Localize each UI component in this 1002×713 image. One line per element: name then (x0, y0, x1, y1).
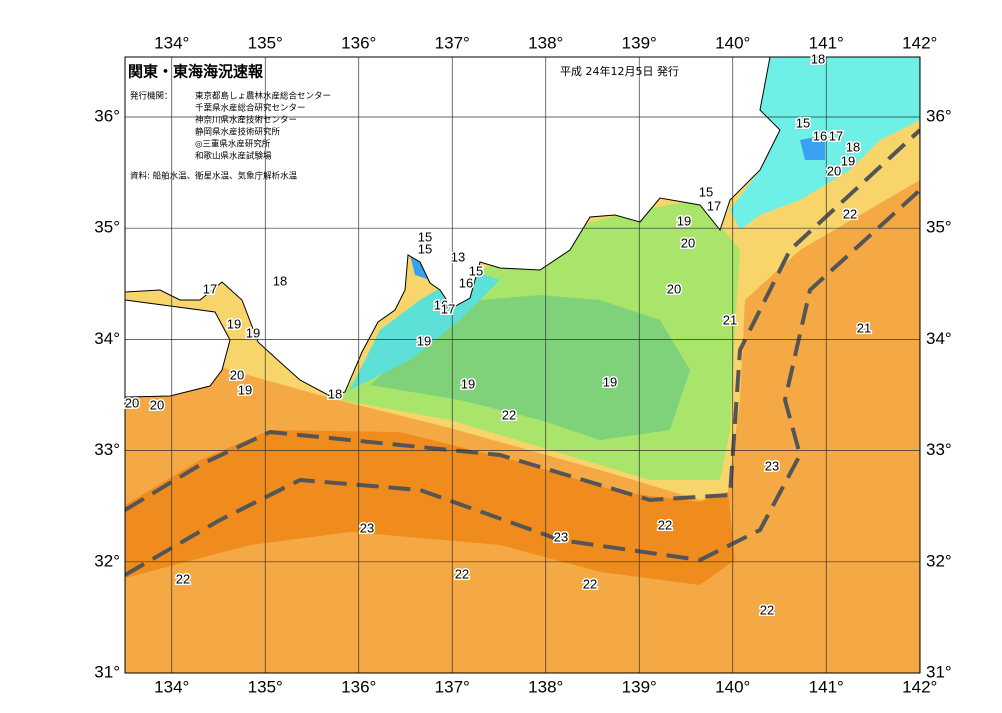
isotherm-label: 19 (417, 333, 431, 348)
issuer: 千葉県水産総合研究センター (195, 103, 306, 114)
lat-label: 36° (94, 106, 120, 125)
isotherm-label: 15 (418, 241, 432, 256)
isotherm-label: 19 (677, 213, 691, 228)
warm-band (125, 430, 735, 585)
issuer: 東京都島しょ農林水産総合センター (195, 91, 331, 102)
isotherm-label: 21 (857, 320, 871, 335)
isotherm-label: 17 (203, 281, 217, 296)
lat-label: 33° (94, 440, 120, 459)
isotherm-label: 15 (796, 115, 810, 130)
lat-label: 34° (94, 329, 120, 348)
lon-label: 141° (809, 33, 844, 52)
isotherm-label: 23 (554, 529, 568, 544)
isotherm-label: 18 (811, 51, 825, 66)
isotherm-label: 18 (846, 139, 860, 154)
isotherm-label: 23 (360, 520, 374, 535)
issuers-label: 発行機関： (130, 91, 173, 102)
lon-label: 136° (341, 33, 376, 52)
isotherm-label: 20 (230, 367, 244, 382)
lon-label: 137° (435, 677, 470, 696)
issuer: 静岡県水産技術研究所 (195, 127, 281, 138)
lon-label: 136° (341, 677, 376, 696)
lat-label: 34° (926, 329, 952, 348)
isotherm-label: 22 (658, 517, 672, 532)
isotherm-label: 19 (841, 153, 855, 168)
lat-label: 35° (94, 218, 120, 237)
lon-label: 134° (154, 33, 189, 52)
issuer: 神奈川県水産技術センター (195, 115, 297, 126)
lat-label: 33° (926, 440, 952, 459)
green-deep (370, 295, 690, 440)
title: 関東・東海海況速報 (128, 63, 264, 81)
isotherm-label: 20 (827, 163, 841, 178)
isotherm-label: 13 (451, 249, 465, 264)
lon-label: 135° (248, 677, 283, 696)
map-frame (124, 56, 921, 674)
isotherm-label: 15 (418, 229, 432, 244)
lat-label: 31° (926, 662, 952, 681)
bay-blue-ne (800, 135, 825, 160)
lon-label: 135° (248, 33, 283, 52)
isotherm-label: 22 (176, 571, 190, 586)
isotherm-label: 22 (583, 576, 597, 591)
lon-label: 141° (809, 677, 844, 696)
isotherm-label: 20 (681, 235, 695, 250)
lon-label: 138° (528, 33, 563, 52)
lon-label: 134° (154, 677, 189, 696)
isotherm-label: 18 (328, 386, 342, 401)
isotherm-label: 22 (760, 602, 774, 617)
issuer: 和歌山県水産試験場 (195, 151, 272, 162)
isotherm-label: 17 (707, 198, 721, 213)
lon-label: 140° (715, 677, 750, 696)
isotherm-label: 15 (469, 263, 483, 278)
isotherm-label: 15 (699, 184, 713, 199)
lon-label: 139° (622, 33, 657, 52)
lon-label: 137° (435, 33, 470, 52)
isotherm-label: 19 (238, 382, 252, 397)
lat-label: 32° (94, 551, 120, 570)
isotherm-label: 22 (455, 566, 469, 581)
land-shikoku (125, 299, 231, 398)
kuroshio-axis (125, 188, 920, 577)
isotherm-label: 16 (813, 128, 827, 143)
isotherm-label: 19 (227, 316, 241, 331)
isotherm-label: 20 (125, 395, 139, 410)
warm-east (745, 185, 920, 430)
isotherm-label: 23 (765, 458, 779, 473)
lon-label: 142° (902, 677, 937, 696)
lon-label: 140° (715, 33, 750, 52)
source: 資料: 船舶水温、衛星水温、気象庁解析水温 (130, 171, 298, 182)
lon-label: 139° (622, 677, 657, 696)
issuer: ◎三重県水産研究所 (195, 139, 271, 150)
map-area (125, 57, 920, 673)
lon-label: 142° (902, 33, 937, 52)
lat-label: 31° (94, 662, 120, 681)
isotherm-label: 18 (273, 273, 287, 288)
lat-label: 36° (926, 106, 952, 125)
isotherm-label: 17 (441, 301, 455, 316)
isotherm-label: 20 (667, 281, 681, 296)
isotherm-label: 22 (502, 407, 516, 422)
isotherm-label: 20 (150, 397, 164, 412)
isotherm-label: 19 (461, 376, 475, 391)
lat-label: 32° (926, 551, 952, 570)
issue-date: 平成 24年12月5日 発行 (560, 64, 679, 78)
isotherm-label: 19 (246, 325, 260, 340)
lon-label: 138° (528, 677, 563, 696)
isotherm-label: 19 (603, 374, 617, 389)
isotherm-label: 22 (843, 206, 857, 221)
lat-label: 35° (926, 218, 952, 237)
isotherm-label: 16 (434, 297, 448, 312)
isotherm-label: 21 (723, 312, 737, 327)
isotherm-label: 17 (829, 128, 843, 143)
isotherm-label: 16 (459, 275, 473, 290)
kuroshio-edge (125, 128, 920, 512)
